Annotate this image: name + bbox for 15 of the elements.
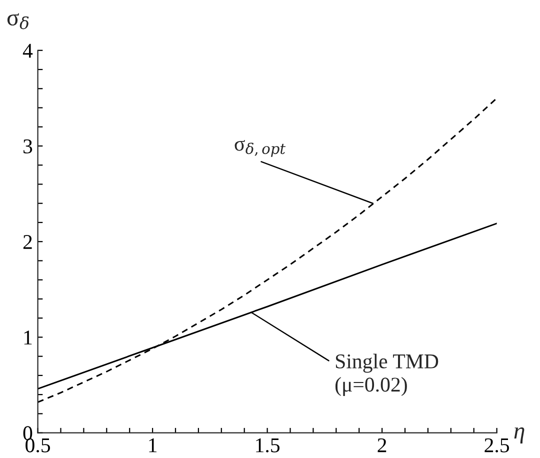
x-tick-label: 1.5 bbox=[256, 438, 280, 452]
x-tick-label: 0.5 bbox=[26, 438, 50, 452]
y-tick-label: 2 bbox=[23, 235, 32, 249]
y-axis-title: σ$_{δ}$ bbox=[7, 13, 29, 30]
annotation: σ$_{δ,opt}$ bbox=[234, 140, 286, 157]
line-series bbox=[38, 97, 497, 403]
x-tick-label: 2 bbox=[378, 438, 386, 452]
x-axis-title: η bbox=[514, 427, 524, 444]
y-tick-label: 0 bbox=[23, 426, 32, 440]
y-tick-label: 1 bbox=[24, 330, 32, 344]
annotation: Single TMD (μ=0.02) bbox=[335, 354, 438, 396]
x-tick-label: 1 bbox=[149, 438, 157, 452]
y-tick-label: 3 bbox=[24, 139, 32, 154]
x-tick-label: 2.5 bbox=[484, 438, 510, 452]
y-tick-label: 4 bbox=[22, 44, 33, 58]
